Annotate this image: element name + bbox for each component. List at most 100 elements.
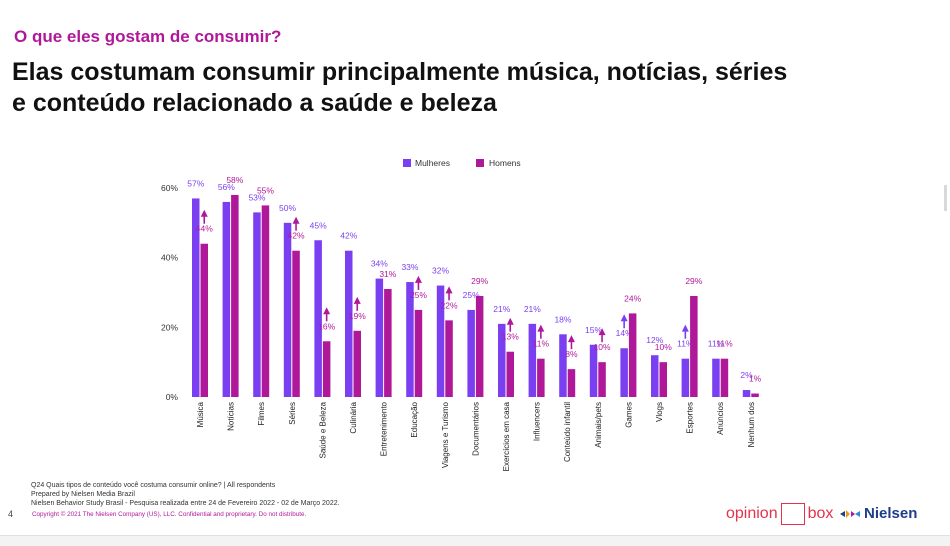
- legend-swatch-homens: [476, 159, 484, 167]
- data-label-homens: 19%: [349, 311, 366, 321]
- bar-homens: [659, 362, 667, 397]
- data-label-mulheres: 42%: [340, 231, 357, 241]
- data-label-mulheres: 45%: [310, 220, 327, 230]
- category-label: Filmes: [257, 402, 266, 426]
- highlight-arrow-icon: [414, 275, 422, 290]
- y-tick-label: 20%: [161, 322, 178, 332]
- bar-homens: [200, 243, 208, 397]
- data-label-homens: 10%: [655, 342, 672, 352]
- bar-mulheres: [559, 334, 567, 397]
- legend-label-homens: Homens: [489, 158, 521, 168]
- footnote-prepared: Prepared by Nielsen Media Brazil: [31, 491, 135, 498]
- category-label: Exercícios em casa: [502, 401, 511, 471]
- bar-homens: [261, 205, 270, 397]
- category-label: Viagens e Turismo: [441, 401, 450, 468]
- scrollbar-thumb[interactable]: [944, 185, 947, 211]
- data-label-mulheres: 25%: [463, 290, 480, 300]
- category-label: Anúncios: [716, 402, 725, 435]
- logo-box-text: box: [807, 505, 834, 522]
- bar-mulheres: [375, 278, 384, 397]
- bar-mulheres: [222, 201, 231, 397]
- highlight-arrow-icon: [323, 307, 331, 322]
- logo-box-icon: [780, 503, 805, 525]
- data-label-mulheres: 34%: [371, 259, 388, 269]
- bar-homens: [628, 313, 637, 397]
- category-label: Nenhum dos: [747, 402, 756, 447]
- data-label-homens: 31%: [379, 269, 396, 279]
- highlight-arrow-icon: [681, 324, 689, 339]
- data-label-homens: 1%: [749, 374, 762, 384]
- opinion-box-logo: opinion box: [726, 503, 833, 525]
- data-label-homens: 55%: [257, 185, 274, 195]
- bar-mulheres: [528, 323, 537, 397]
- category-label: Documentários: [471, 402, 480, 456]
- data-label-homens: 13%: [502, 332, 519, 342]
- data-label-mulheres: 18%: [554, 314, 571, 324]
- data-label-homens: 29%: [685, 276, 702, 286]
- bar-mulheres: [314, 240, 322, 397]
- headline: Elas costumam consumir principalmente mú…: [12, 58, 788, 117]
- bar-homens: [598, 362, 606, 397]
- highlight-arrow-icon: [353, 296, 361, 311]
- footnote-study: Nielsen Behavior Study Brasil - Pesquisa…: [31, 500, 340, 507]
- highlight-arrow-icon: [598, 328, 606, 343]
- y-tick-label: 60%: [161, 183, 178, 193]
- bar-mulheres: [498, 323, 506, 397]
- bar-mulheres: [253, 212, 261, 397]
- bar-homens: [690, 295, 698, 397]
- category-label: Séries: [288, 402, 297, 425]
- bar-homens: [384, 289, 392, 397]
- bar-homens: [353, 330, 361, 397]
- kicker-title: O que eles gostam de consumir?: [14, 27, 282, 46]
- copyright: Copyright © 2021 The Nielsen Company (US…: [32, 511, 307, 518]
- data-label-homens: 25%: [410, 290, 427, 300]
- data-label-mulheres: 57%: [187, 178, 204, 188]
- footnote-question: Q24 Quais tipos de conteúdo você costuma…: [31, 482, 276, 489]
- data-label-mulheres: 12%: [646, 335, 663, 345]
- data-label-homens: 16%: [318, 321, 335, 331]
- highlight-arrow-icon: [292, 216, 300, 231]
- data-label-mulheres: 2%: [740, 370, 753, 380]
- data-label-mulheres: 33%: [401, 262, 418, 272]
- bar-mulheres: [467, 309, 475, 397]
- bar-homens: [751, 393, 759, 397]
- category-label: Animais/pets: [594, 402, 603, 448]
- data-label-mulheres: 21%: [524, 304, 541, 314]
- data-label-mulheres: 15%: [585, 325, 602, 335]
- highlight-arrow-icon: [506, 317, 514, 332]
- bar-mulheres: [192, 198, 200, 397]
- category-label: Entretenimento: [380, 401, 389, 456]
- data-label-mulheres: 53%: [248, 192, 265, 202]
- highlight-arrow-icon: [200, 209, 208, 224]
- data-label-homens: 8%: [565, 349, 578, 359]
- category-label: Notícias: [227, 402, 236, 431]
- data-label-homens: 10%: [594, 342, 611, 352]
- bar-homens: [292, 250, 300, 397]
- category-label: Influencers: [533, 402, 542, 441]
- bar-mulheres: [345, 250, 353, 397]
- data-label-mulheres: 32%: [432, 266, 449, 276]
- highlight-arrow-icon: [567, 335, 575, 350]
- category-label: Educação: [410, 401, 419, 437]
- bar-mulheres: [589, 344, 598, 397]
- bar-homens: [567, 369, 576, 397]
- data-label-homens: 24%: [624, 293, 641, 303]
- category-label: Saúde e Beleza: [318, 401, 327, 458]
- bar-mulheres: [406, 282, 414, 397]
- data-label-homens: 44%: [196, 224, 213, 234]
- legend-swatch-mulheres: [403, 159, 411, 167]
- bar-homens: [414, 309, 423, 397]
- logo-nielsen-text: Nielsen: [864, 505, 918, 522]
- data-label-mulheres: 11%: [677, 339, 694, 349]
- nielsen-logo: Nielsen: [840, 505, 917, 522]
- data-label-mulheres: 56%: [218, 182, 235, 192]
- y-tick-label: 0%: [166, 392, 179, 402]
- bar-mulheres: [651, 355, 659, 397]
- highlight-arrow-icon: [620, 314, 628, 329]
- category-label: Culinária: [349, 401, 358, 433]
- highlight-arrow-icon: [537, 324, 545, 339]
- data-label-mulheres: 14%: [616, 328, 633, 338]
- data-label-homens: 58%: [226, 175, 243, 185]
- bottom-bar: [0, 535, 950, 546]
